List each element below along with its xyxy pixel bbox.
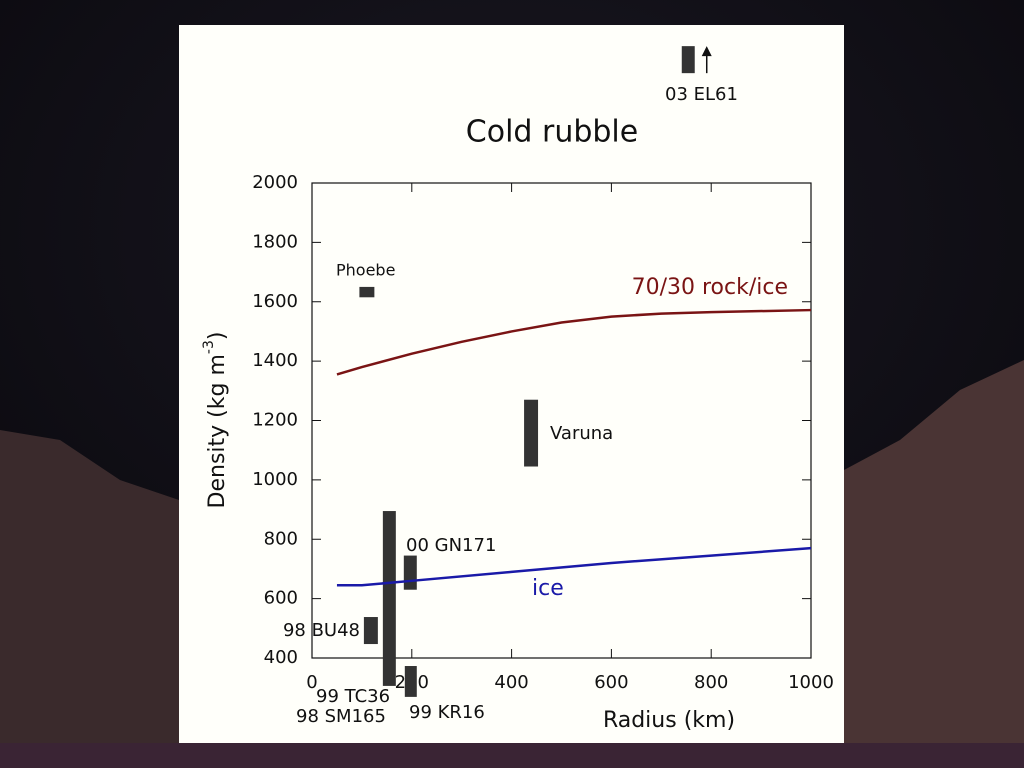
limit-arrow-head [701,46,712,57]
range-box [382,511,396,686]
y-tick-label: 2000 [252,172,298,193]
object-label: Varuna [550,423,613,444]
range-box [524,399,539,467]
object-label: Phoebe [336,261,395,280]
range-box [403,555,417,590]
chart-panel [179,25,844,743]
chart-title: Cold rubble [466,115,638,150]
ground [0,743,1024,768]
series-label: 70/30 rock/ice [632,275,788,300]
y-tick-label: 600 [264,588,298,609]
y-tick-label: 1800 [252,231,298,252]
object-label: 99 KR16 [409,702,485,723]
object-label: 00 GN171 [406,535,496,556]
x-tick-label: 0 [306,672,317,693]
rock-left [0,430,179,768]
range-box [363,617,378,645]
rock-right [844,360,1024,768]
y-label-exponent: -3 [201,340,217,354]
x-tick-label: 600 [594,672,628,693]
object-label: 03 EL61 [665,84,738,105]
series-label: ice [532,576,564,601]
object-label: 99 TC36 [316,686,390,707]
x-tick-label: 400 [494,672,528,693]
y-tick-label: 1000 [252,469,298,490]
y-tick-label: 1400 [252,350,298,371]
y-label-end: ) [205,332,230,341]
range-box [681,46,695,74]
y-axis-label: Density (kg m-3) [201,332,230,509]
y-tick-label: 1200 [252,410,298,431]
annotation: 98 SM165 [296,706,386,727]
range-box [359,286,375,298]
y-label-text: Density (kg m [205,354,230,508]
range-box [404,666,417,697]
object-label: 98 BU48 [283,620,360,641]
y-tick-label: 1600 [252,291,298,312]
y-tick-label: 800 [264,528,298,549]
y-tick-label: 400 [264,647,298,668]
x-tick-label: 800 [694,672,728,693]
series-line [336,546,812,587]
series-line [336,308,812,376]
x-tick-label: 1000 [788,672,834,693]
x-axis-label: Radius (km) [603,708,735,733]
